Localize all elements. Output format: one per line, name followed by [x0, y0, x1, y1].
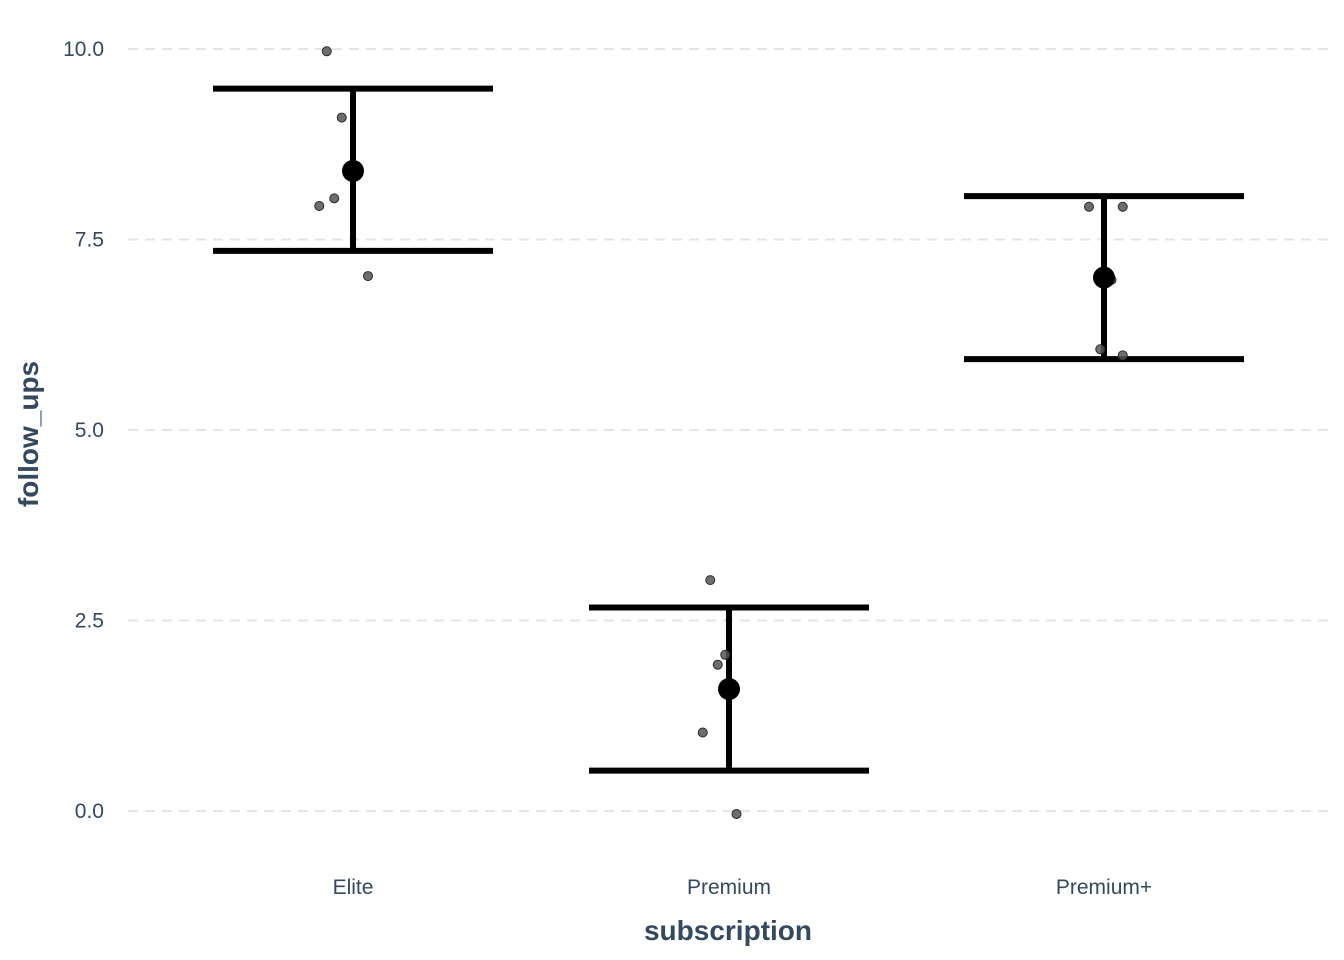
observation-points: [314, 46, 1128, 820]
y-axis-ticks: 0.0 2.5 5.0 7.5 10.0: [63, 38, 104, 823]
y-tick-label: 7.5: [75, 229, 104, 252]
x-tick-label: Premium: [687, 876, 771, 899]
observation-point: [321, 46, 332, 57]
x-axis-ticks: Elite Premium Premium+: [333, 876, 1153, 899]
observation-point: [712, 659, 723, 670]
observation-point: [1095, 344, 1106, 355]
observation-point: [697, 727, 708, 738]
observation-point: [329, 193, 340, 204]
observation-point: [1084, 201, 1094, 212]
y-tick-label: 2.5: [75, 610, 104, 633]
observation-point: [363, 271, 373, 282]
y-tick-label: 5.0: [75, 419, 104, 442]
observation-point: [705, 575, 716, 586]
x-tick-label: Elite: [333, 876, 374, 899]
y-tick-label: 0.0: [75, 800, 104, 823]
observation-point: [1117, 201, 1128, 212]
mean-points: [342, 159, 1115, 701]
y-axis-title: follow_ups: [13, 361, 44, 507]
observation-point: [336, 112, 347, 123]
observation-point: [720, 649, 731, 660]
mean-point: [342, 159, 364, 182]
mean-point: [718, 678, 740, 701]
mean-point: [1093, 266, 1115, 289]
observation-point: [314, 200, 325, 211]
x-tick-label: Premium+: [1056, 876, 1152, 899]
observation-point: [1117, 350, 1128, 361]
observation-point: [731, 809, 742, 820]
y-tick-label: 10.0: [63, 38, 104, 61]
x-axis-title: subscription: [644, 915, 812, 946]
